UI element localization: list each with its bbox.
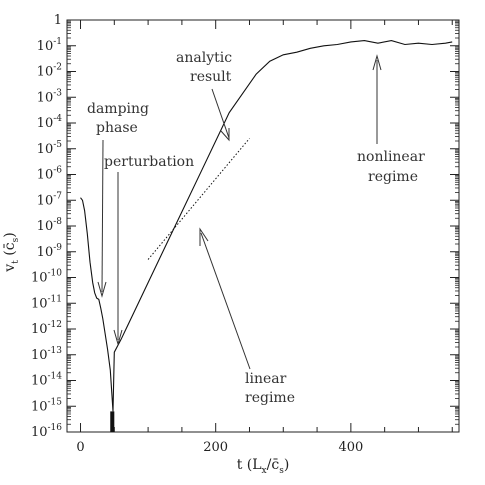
svg-text:perturbation: perturbation [104, 154, 194, 170]
y-tick-label: 10-1 [37, 37, 62, 54]
y-tick-label: 10-5 [37, 140, 63, 157]
y-tick-label: 10-2 [37, 63, 62, 80]
svg-text:nonlinear: nonlinear [357, 149, 425, 165]
noise-floor-region [110, 411, 115, 432]
svg-text:t (Lx/c̄s): t (Lx/c̄s) [237, 457, 290, 476]
x-tick-label: 400 [338, 440, 363, 455]
svg-text:damping: damping [87, 101, 149, 117]
x-tick-label: 0 [76, 440, 84, 455]
y-tick-label: 1 [54, 13, 62, 28]
y-tick-label: 10-3 [37, 88, 63, 105]
x-axis-label: t (Lx/c̄s) [237, 457, 290, 476]
y-tick-label: 10-11 [31, 294, 62, 311]
tick-marks [67, 19, 459, 433]
svg-text:regime: regime [245, 390, 295, 406]
annotations: damping phase perturbation analytic resu… [87, 50, 425, 406]
y-tick-label: 10-9 [37, 243, 63, 260]
y-tick-label: 10-8 [37, 217, 63, 234]
annotation-linear-regime: linear regime [199, 227, 295, 406]
annotation-nonlinear-regime: nonlinear regime [357, 54, 425, 185]
y-tick-label: 10-14 [31, 372, 62, 389]
y-tick-labels: 1 10-1 10-2 10-3 10-4 10-5 10-6 10-7 10-8 10-9 10-… [31, 13, 62, 440]
y-tick-label: 10-4 [37, 114, 63, 131]
svg-text:result: result [190, 69, 232, 85]
series-group [80, 40, 453, 432]
y-tick-label: 10-6 [37, 166, 63, 183]
svg-text:vt (c̄s): vt (c̄s) [2, 232, 21, 272]
svg-text:linear: linear [245, 371, 287, 387]
data-line [80, 40, 453, 412]
x-tick-label: 200 [203, 440, 228, 455]
y-tick-label: 10-13 [31, 346, 62, 363]
annotation-analytic-result: analytic result [176, 50, 232, 142]
svg-text:phase: phase [96, 120, 138, 136]
y-tick-label: 10-16 [31, 423, 62, 440]
y-tick-label: 10-7 [37, 191, 63, 208]
y-tick-label: 10-15 [31, 397, 62, 414]
y-axis-label: vt (c̄s) [2, 232, 21, 272]
x-tick-labels: 0 200 400 [76, 440, 363, 455]
svg-text:analytic: analytic [176, 50, 232, 66]
svg-text:regime: regime [368, 169, 418, 185]
y-tick-label: 10-10 [31, 269, 62, 286]
annotation-perturbation: perturbation [104, 154, 194, 346]
y-tick-label: 10-12 [31, 320, 62, 337]
annotation-damping-phase: damping phase [87, 101, 149, 298]
